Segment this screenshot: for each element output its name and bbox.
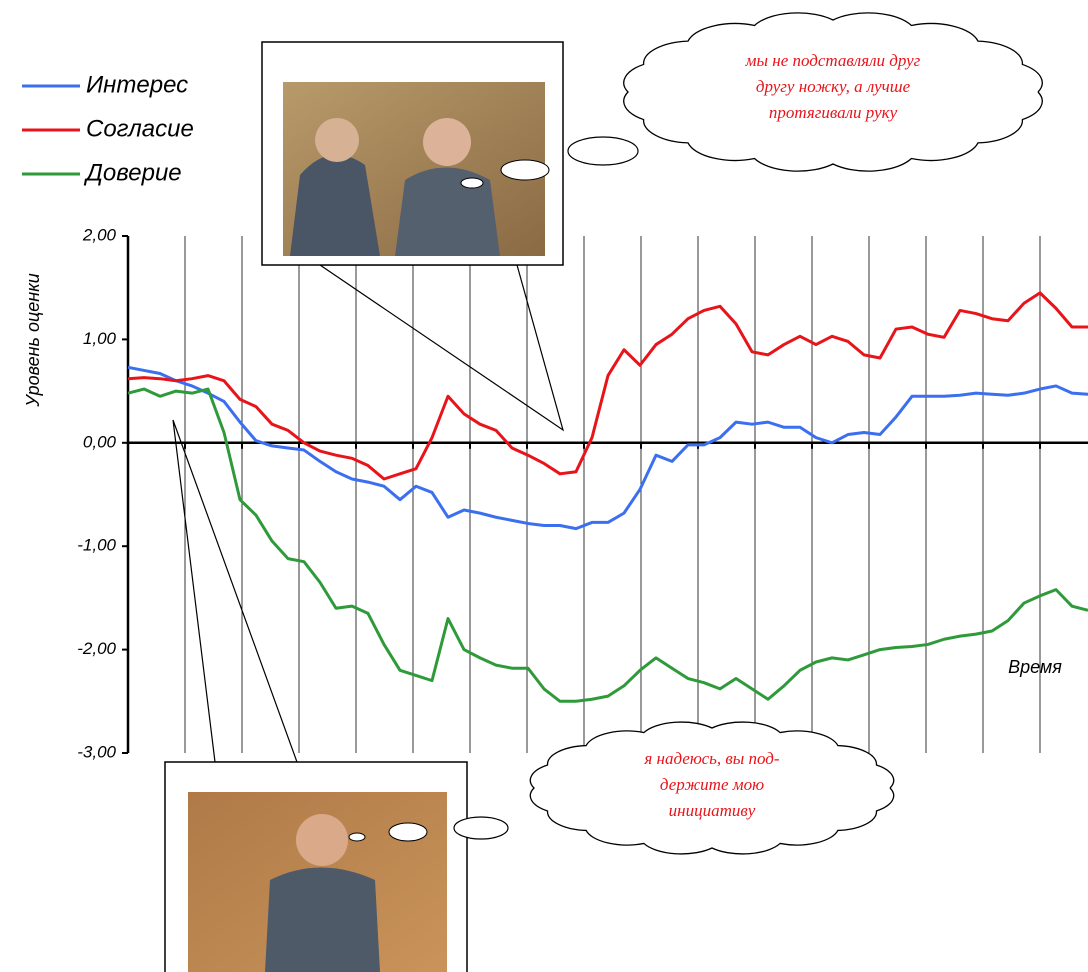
series-line [127, 387, 1088, 703]
legend-label: Согласие [86, 115, 194, 142]
legend-label: Интерес [86, 71, 188, 98]
x-axis-label: Время [1008, 657, 1062, 677]
cloud-text: держите мою [660, 775, 764, 794]
series-line [127, 365, 1088, 531]
cloud [623, 12, 1043, 172]
cloud [529, 721, 895, 855]
cloud-text: мы не подставляли друг [745, 51, 921, 70]
cloud-text: другу ножку, а лучше [756, 77, 911, 96]
y-tick-label: 2,00 [82, 225, 117, 244]
series-line [127, 291, 1088, 481]
cloud-text: я надеюсь, вы под- [643, 749, 780, 768]
thought-bubble [453, 816, 509, 840]
y-axis-label: Уровень оценки [23, 273, 43, 407]
callout-top [261, 41, 565, 432]
cloud-text: протягивали руку [769, 103, 898, 122]
cloud-text: инициативу [669, 801, 756, 820]
y-tick-label: 1,00 [83, 329, 117, 348]
y-tick-label: -3,00 [77, 742, 116, 761]
thought-bubble [567, 136, 639, 166]
y-tick-label: 0,00 [83, 432, 117, 451]
callout-bottom [164, 419, 468, 972]
y-tick-label: -1,00 [77, 536, 116, 555]
legend-label: Доверие [83, 159, 182, 186]
y-tick-label: -2,00 [77, 639, 116, 658]
